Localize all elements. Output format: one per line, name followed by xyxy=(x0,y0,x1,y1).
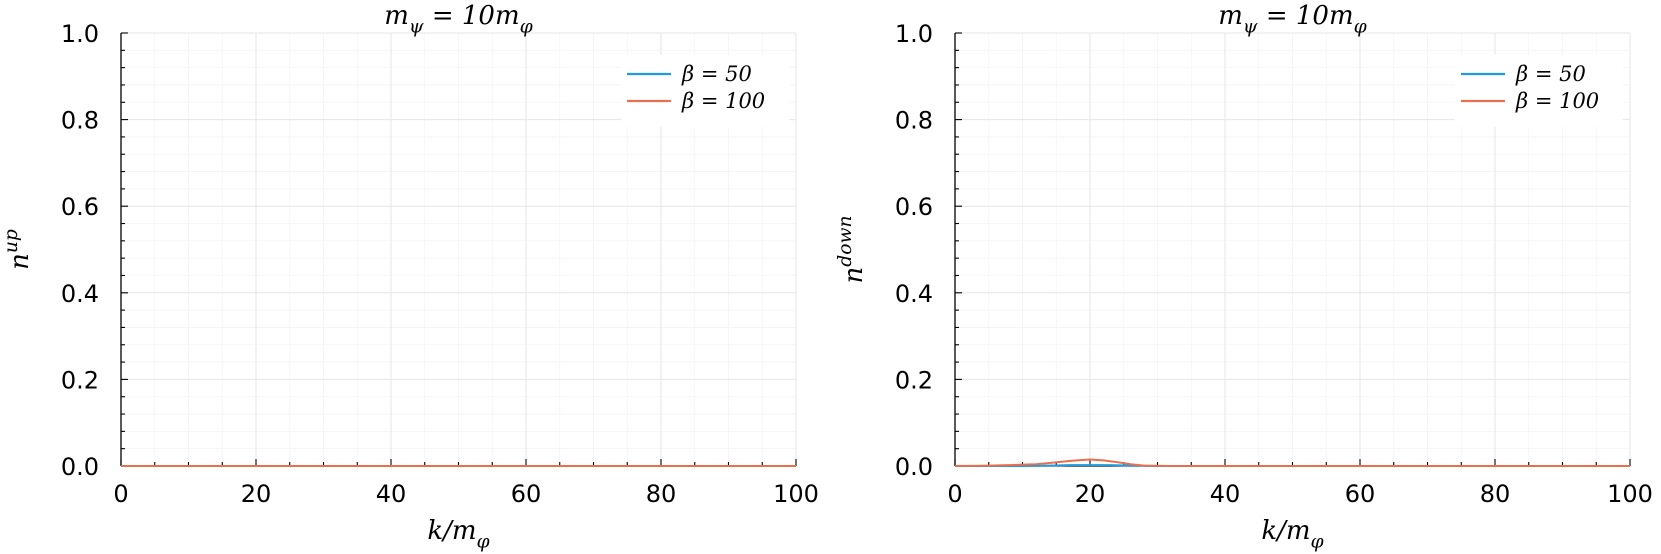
chart-panel-1: 0 20 40 60 80 100 0.0 0.2 0.4 0.6 0.8 1.0 mψ = 10mφ k… xyxy=(1,1,819,552)
x-tick-label: 40 xyxy=(1210,480,1241,508)
y-tick-label: 0.2 xyxy=(895,366,933,394)
x-tick-label: 80 xyxy=(1480,480,1511,508)
x-tick-label: 20 xyxy=(241,480,272,508)
y-tick-label: 0.8 xyxy=(895,107,933,135)
x-tick-label: 40 xyxy=(376,480,407,508)
y-tick-label: 0.0 xyxy=(61,453,99,481)
legend-label: β = 50 xyxy=(681,62,752,86)
x-tick-label: 100 xyxy=(773,480,819,508)
legend-label: β = 100 xyxy=(681,89,765,113)
legend: β = 50 β = 100 xyxy=(621,55,789,127)
legend-box xyxy=(1455,55,1623,127)
y-tick-label: 1.0 xyxy=(895,20,933,48)
y-axis-label: nup xyxy=(1,229,35,270)
x-tick-label: 0 xyxy=(113,480,128,508)
x-tick-label: 100 xyxy=(1607,480,1653,508)
x-axis-label: k/mφ xyxy=(427,516,490,552)
y-axis-label: ndown xyxy=(835,215,869,283)
y-tick-label: 0.8 xyxy=(61,107,99,135)
legend: β = 50 β = 100 xyxy=(1455,55,1623,127)
x-tick-label: 60 xyxy=(511,480,542,508)
series-line-2 xyxy=(954,458,1630,467)
x-tick-label: 60 xyxy=(1345,480,1376,508)
legend-box xyxy=(621,55,789,127)
y-tick-label: 0.4 xyxy=(895,280,933,308)
y-tick-label: 0.4 xyxy=(61,280,99,308)
x-tick-label: 80 xyxy=(646,480,677,508)
x-tick-label: 0 xyxy=(947,480,962,508)
y-tick-label: 0.6 xyxy=(61,193,99,221)
chart-title: mψ = 10mφ xyxy=(384,1,533,37)
y-tick-label: 0.0 xyxy=(895,453,933,481)
legend-label: β = 50 xyxy=(1515,62,1586,86)
chart-title: mψ = 10mφ xyxy=(1218,1,1367,37)
y-tick-label: 1.0 xyxy=(61,20,99,48)
legend-label: β = 100 xyxy=(1515,89,1599,113)
chart-panel-2: 0 20 40 60 80 100 0.0 0.2 0.4 0.6 0.8 1.0 mψ = 10mφ k… xyxy=(835,1,1653,552)
x-tick-label: 20 xyxy=(1075,480,1106,508)
x-axis-label: k/mφ xyxy=(1261,516,1324,552)
y-tick-label: 0.2 xyxy=(61,366,99,394)
y-tick-label: 0.6 xyxy=(895,193,933,221)
